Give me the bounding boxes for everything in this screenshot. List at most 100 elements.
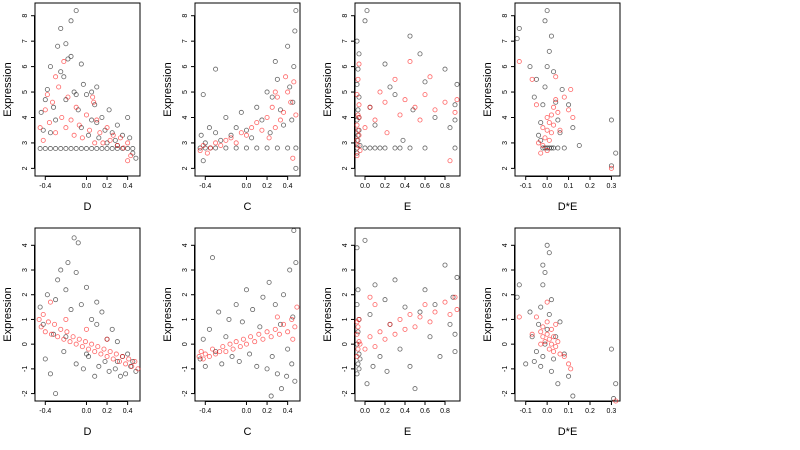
data-point [354, 153, 360, 159]
data-point [288, 99, 294, 105]
data-point [243, 287, 249, 293]
y-tick-label: -1 [502, 366, 509, 372]
data-point [354, 354, 360, 360]
data-point [76, 336, 82, 342]
y-tick-label: 0 [22, 342, 29, 346]
scatter-panel-4: -0.1 0.0 0.1 0.2 0.3 2 3 4 5 6 7 8 D*E Expression [482, 2, 621, 213]
data-point [538, 329, 544, 335]
data-point [42, 329, 48, 335]
data-point [354, 319, 360, 325]
data-point [254, 145, 260, 151]
data-point [407, 33, 413, 39]
scatter-panel-8: -0.1 0.0 0.1 0.2 0.3 -2 -1 0 1 2 3 4 D*E Expression [482, 227, 621, 438]
data-point [555, 381, 561, 387]
data-point [290, 314, 296, 320]
x-tick-label: 0.8 [440, 408, 450, 415]
y-axis-title: Expression [2, 62, 14, 116]
data-point [387, 321, 393, 327]
data-point [377, 89, 383, 95]
data-point [372, 117, 378, 123]
data-point [538, 341, 544, 347]
data-point [238, 109, 244, 115]
data-point [356, 339, 362, 345]
data-point [355, 324, 361, 330]
data-point [259, 117, 265, 123]
data-point [427, 319, 433, 325]
data-point [452, 349, 458, 355]
data-point [608, 346, 614, 352]
data-point [40, 137, 46, 143]
data-point [551, 334, 557, 340]
data-point [197, 145, 203, 151]
data-point [113, 351, 119, 357]
data-point [561, 145, 567, 151]
data-point [542, 135, 548, 141]
data-point [89, 341, 95, 347]
x-tick-label: 0.4 [283, 183, 293, 190]
data-point [447, 321, 453, 327]
data-point [53, 117, 59, 123]
data-point [422, 92, 428, 98]
data-point [233, 145, 239, 151]
data-point [59, 114, 65, 120]
data-point [223, 145, 229, 151]
x-tick-label: -0.1 [520, 408, 532, 415]
data-point [92, 102, 98, 108]
data-point [104, 336, 110, 342]
data-point [527, 64, 533, 70]
data-point [354, 150, 360, 156]
data-point [613, 150, 619, 156]
data-point [65, 94, 71, 100]
data-point [533, 314, 539, 320]
data-point [249, 135, 255, 141]
data-point [58, 267, 64, 273]
data-point [38, 109, 44, 115]
data-point [357, 356, 363, 362]
series-2 [354, 294, 460, 360]
y-tick-label: 5 [502, 90, 509, 94]
data-point [207, 145, 213, 151]
data-point [89, 146, 95, 152]
series-2 [354, 59, 460, 164]
y-tick-label: 4 [22, 243, 29, 247]
y-tick-label: 4 [502, 243, 509, 247]
data-point [79, 135, 85, 141]
data-point [432, 309, 438, 315]
data-point [114, 122, 120, 128]
data-point [544, 148, 550, 154]
data-point [243, 127, 249, 133]
data-point [561, 94, 567, 100]
data-point [372, 145, 378, 151]
data-point [94, 321, 100, 327]
data-point [382, 297, 388, 303]
x-tick-label: 0.0 [542, 183, 552, 190]
data-point [87, 127, 93, 133]
data-point [68, 18, 74, 24]
data-point [555, 145, 561, 151]
data-point [98, 351, 104, 357]
data-point [112, 366, 118, 372]
data-point [260, 336, 266, 342]
data-point [355, 361, 361, 367]
data-point [544, 8, 550, 14]
data-point [51, 331, 57, 337]
data-point [114, 358, 120, 364]
data-point [94, 117, 100, 123]
data-point [94, 146, 100, 152]
data-point [293, 112, 299, 118]
y-axis-title: Expression [322, 62, 334, 116]
data-point [356, 51, 362, 57]
data-point [264, 145, 270, 151]
data-point [542, 269, 548, 275]
data-point [272, 302, 278, 308]
x-axis-title: C [244, 201, 252, 213]
data-point [289, 361, 295, 367]
data-point [447, 158, 453, 164]
data-point [442, 99, 448, 105]
scatter-panel-5: -0.4 0.0 0.2 0.4 -2 -1 0 1 2 3 4 D Expression [2, 227, 141, 438]
y-tick-label: 6 [182, 65, 189, 69]
data-point [613, 398, 619, 404]
data-point [46, 120, 52, 126]
y-tick-label: 6 [22, 65, 29, 69]
data-point [354, 371, 360, 377]
